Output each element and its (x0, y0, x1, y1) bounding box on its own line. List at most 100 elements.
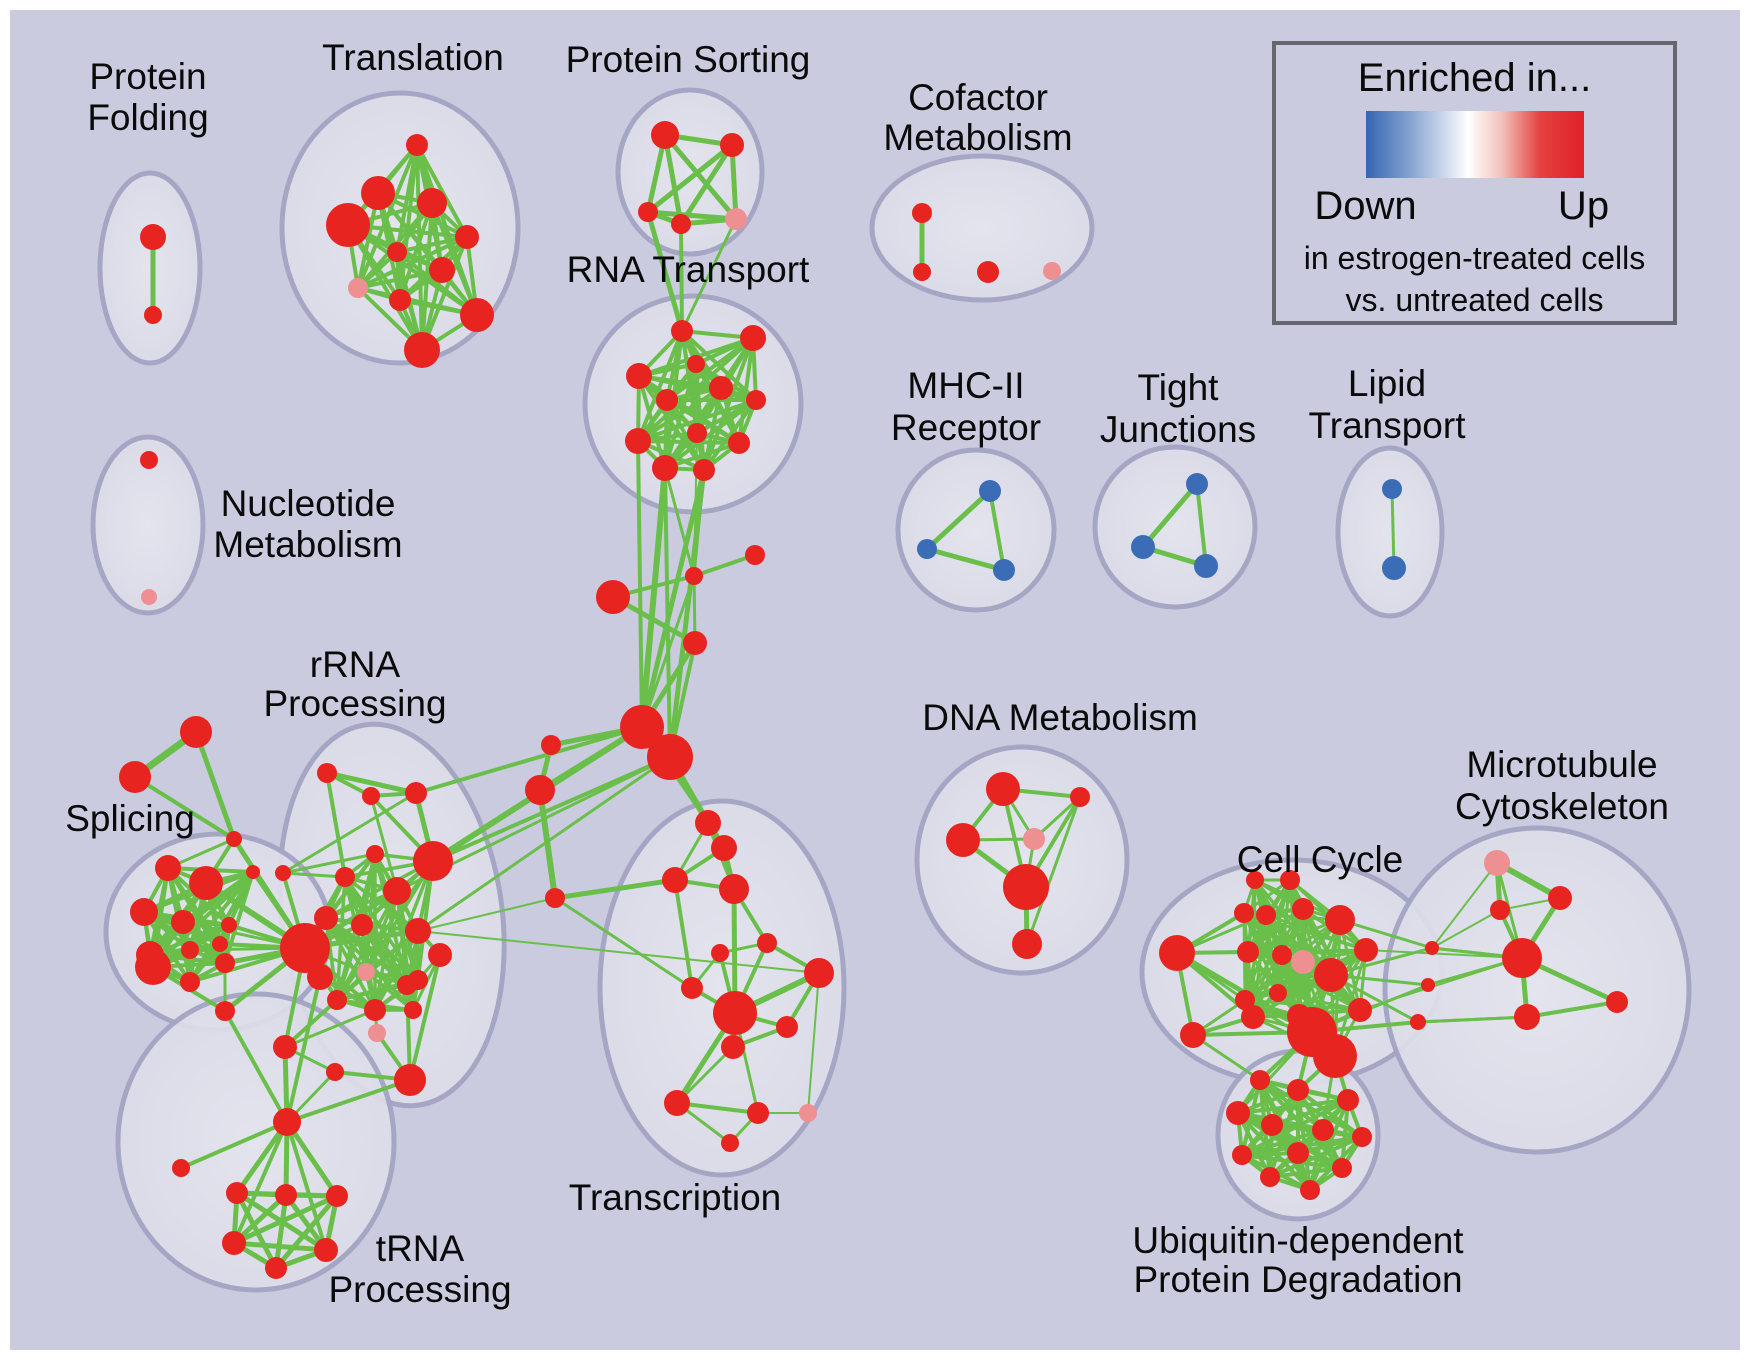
edge[interactable] (285, 1120, 328, 1252)
node-134[interactable] (1235, 990, 1255, 1010)
edge[interactable] (552, 877, 678, 901)
node-149[interactable] (1410, 1014, 1426, 1030)
node-21[interactable] (626, 363, 652, 389)
node-33[interactable] (683, 631, 707, 655)
node-1[interactable] (144, 306, 162, 324)
edge[interactable] (416, 755, 672, 933)
node-14[interactable] (720, 133, 744, 157)
edge[interactable] (273, 1193, 340, 1271)
edge[interactable] (702, 386, 723, 472)
node-151[interactable] (1287, 1079, 1309, 1101)
edge[interactable] (223, 1009, 289, 1124)
node-39[interactable] (317, 763, 337, 783)
node-94[interactable] (172, 1159, 190, 1177)
node-12[interactable] (404, 332, 440, 368)
node-137[interactable] (1348, 998, 1372, 1022)
edge[interactable] (662, 132, 739, 222)
node-66[interactable] (327, 990, 347, 1010)
node-117[interactable] (946, 823, 980, 857)
node-91[interactable] (799, 1104, 817, 1122)
node-18[interactable] (671, 320, 693, 342)
node-84[interactable] (757, 933, 777, 953)
edge[interactable] (335, 983, 409, 1002)
node-158[interactable] (1287, 1142, 1309, 1164)
node-82[interactable] (711, 944, 729, 962)
node-79[interactable] (711, 835, 737, 861)
edge[interactable] (675, 1101, 760, 1115)
edge[interactable] (663, 441, 741, 470)
edge[interactable] (636, 439, 741, 445)
edge[interactable] (151, 870, 255, 969)
node-162[interactable] (307, 964, 333, 990)
node-77[interactable] (545, 888, 565, 908)
node-156[interactable] (1352, 1127, 1372, 1147)
edge[interactable] (702, 398, 758, 472)
node-148[interactable] (1421, 978, 1435, 992)
node-146[interactable] (1606, 991, 1628, 1013)
edge[interactable] (417, 930, 820, 974)
node-69[interactable] (397, 975, 417, 995)
node-132[interactable] (1269, 984, 1287, 1002)
node-110[interactable] (1194, 554, 1218, 578)
node-118[interactable] (1023, 828, 1045, 850)
node-139[interactable] (1280, 870, 1300, 890)
node-113[interactable] (140, 451, 158, 469)
node-54[interactable] (215, 953, 235, 973)
edge[interactable] (693, 432, 698, 577)
node-153[interactable] (1226, 1101, 1250, 1125)
node-76[interactable] (525, 775, 555, 805)
edge[interactable] (234, 1119, 290, 1196)
node-26[interactable] (625, 428, 651, 454)
node-154[interactable] (1261, 1114, 1283, 1136)
node-114[interactable] (141, 589, 157, 605)
node-126[interactable] (1325, 905, 1355, 935)
node-107[interactable] (993, 559, 1015, 581)
node-74[interactable] (326, 1063, 344, 1081)
edge[interactable] (1140, 481, 1200, 550)
edge[interactable] (737, 336, 755, 445)
node-15[interactable] (638, 202, 658, 222)
node-61[interactable] (314, 906, 338, 930)
node-152[interactable] (1337, 1089, 1359, 1111)
node-37[interactable] (119, 761, 151, 793)
node-24[interactable] (746, 390, 766, 410)
edge[interactable] (346, 223, 424, 352)
edge[interactable] (673, 878, 694, 990)
edge[interactable] (675, 1045, 735, 1105)
node-34[interactable] (620, 705, 664, 749)
edge[interactable] (662, 132, 684, 227)
edge[interactable] (680, 217, 738, 333)
node-138[interactable] (1354, 938, 1378, 962)
edge[interactable] (417, 897, 556, 932)
node-157[interactable] (1232, 1145, 1252, 1165)
node-48[interactable] (246, 865, 260, 879)
node-150[interactable] (1250, 1070, 1270, 1090)
node-40[interactable] (362, 787, 380, 805)
node-28[interactable] (652, 455, 678, 481)
edge[interactable] (807, 972, 820, 1114)
edge[interactable] (1268, 1135, 1364, 1179)
node-109[interactable] (1131, 535, 1155, 559)
node-121[interactable] (1159, 935, 1195, 971)
edge[interactable] (988, 489, 1006, 572)
edge[interactable] (692, 553, 757, 578)
edge[interactable] (1416, 1015, 1529, 1024)
node-22[interactable] (656, 389, 678, 411)
node-9[interactable] (348, 278, 368, 298)
edge[interactable] (1276, 878, 1292, 995)
node-31[interactable] (685, 567, 703, 585)
node-130[interactable] (1314, 958, 1348, 992)
node-92[interactable] (721, 1134, 739, 1152)
node-101[interactable] (912, 203, 932, 223)
edge[interactable] (1253, 878, 1362, 1012)
node-72[interactable] (404, 1001, 422, 1019)
edge[interactable] (636, 398, 758, 443)
edge[interactable] (636, 439, 644, 729)
edge[interactable] (1390, 487, 1396, 570)
node-125[interactable] (1292, 898, 1314, 920)
node-23[interactable] (709, 376, 733, 400)
node-63[interactable] (405, 918, 431, 944)
node-93[interactable] (273, 1108, 301, 1136)
node-90[interactable] (747, 1102, 769, 1124)
node-45[interactable] (171, 910, 195, 934)
